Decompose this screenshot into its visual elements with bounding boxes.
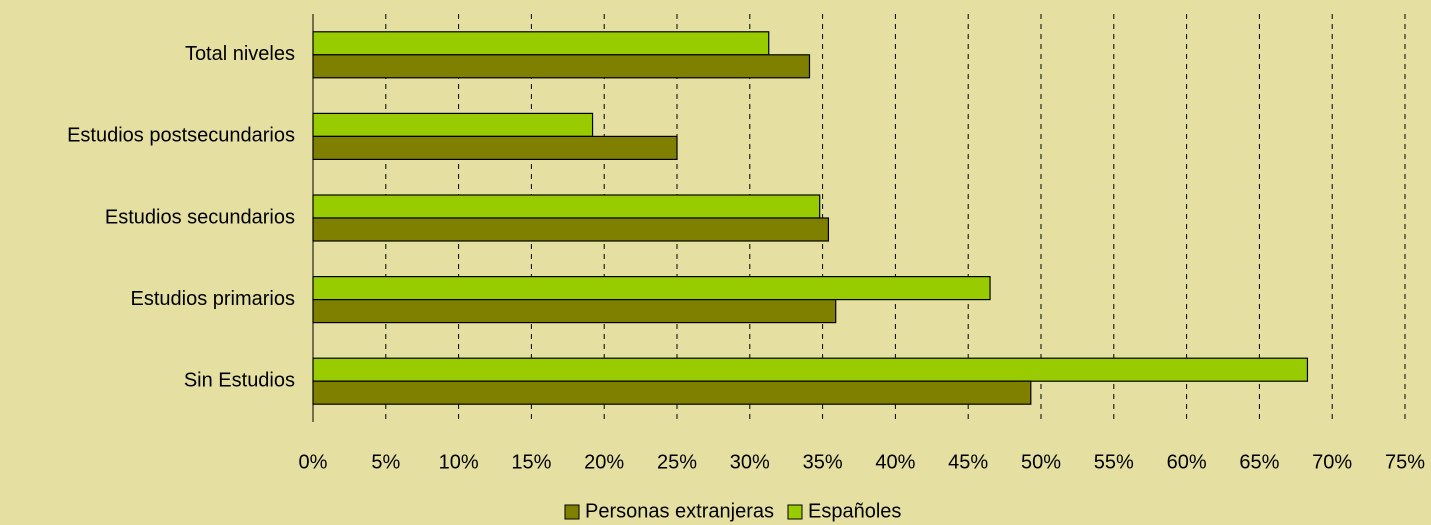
x-tick-label: 55% — [1094, 451, 1134, 473]
bar — [312, 276, 991, 301]
x-tick-label: 15% — [511, 451, 551, 473]
bar — [312, 31, 770, 56]
bar — [312, 135, 678, 160]
bar — [312, 357, 1309, 382]
x-tick-label: 10% — [439, 451, 479, 473]
bar — [312, 194, 821, 219]
x-tick-label: 45% — [948, 451, 988, 473]
y-tick-label: Total niveles — [185, 43, 295, 65]
y-tick-label: Estudios primarios — [130, 288, 295, 310]
y-tick-label: Estudios postsecundarios — [67, 125, 295, 147]
x-tick-label: 5% — [371, 451, 400, 473]
x-tick-label: 25% — [657, 451, 697, 473]
x-tick-label: 75% — [1385, 451, 1425, 473]
legend-label: Personas extranjeras — [585, 500, 774, 522]
legend-label: Españoles — [808, 500, 901, 522]
legend-swatch — [564, 504, 580, 520]
x-tick-label: 50% — [1021, 451, 1061, 473]
x-tick-label: 40% — [875, 451, 915, 473]
bar — [312, 54, 811, 79]
x-tick-label: 35% — [803, 451, 843, 473]
bar — [312, 299, 837, 324]
x-tick-label: 60% — [1167, 451, 1207, 473]
legend-swatch — [787, 504, 803, 520]
x-tick-label: 30% — [730, 451, 770, 473]
bar — [312, 217, 830, 242]
x-tick-label: 20% — [584, 451, 624, 473]
y-tick-label: Estudios secundarios — [105, 206, 295, 228]
bar — [312, 112, 594, 138]
y-tick-label: Sin Estudios — [184, 369, 295, 391]
bar — [312, 380, 1032, 405]
x-tick-label: 65% — [1239, 451, 1279, 473]
x-tick-label: 70% — [1312, 451, 1352, 473]
x-tick-label: 0% — [299, 451, 328, 473]
